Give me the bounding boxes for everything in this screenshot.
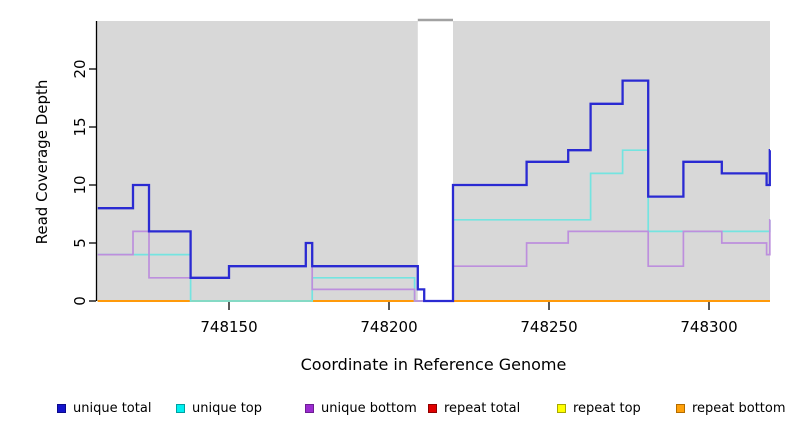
legend-label: unique top: [192, 400, 263, 416]
x-tick-label: 748200: [360, 318, 417, 336]
legend-label: unique total: [73, 400, 152, 416]
legend-item-repeat-total: repeat total: [428, 398, 520, 418]
y-tick-label: 20: [71, 59, 89, 78]
legend-label: repeat top: [573, 400, 641, 416]
x-tick-label: 748150: [200, 318, 257, 336]
series-unique-top: [97, 149, 771, 302]
legend-swatch-icon: [305, 403, 314, 413]
x-axis-title: Coordinate in Reference Genome: [300, 355, 567, 374]
y-tick-label: 10: [71, 175, 89, 194]
legend-swatch-icon: [57, 403, 66, 413]
legend-item-repeat-bottom: repeat bottom: [676, 398, 786, 418]
legend-item-repeat-top: repeat top: [557, 398, 641, 418]
y-tick-label: 0: [71, 296, 89, 306]
series-unique-total: [97, 79, 771, 303]
legend-swatch-icon: [676, 403, 685, 413]
legend-label: unique bottom: [321, 400, 417, 416]
y-tick-label: 5: [71, 238, 89, 248]
x-tick-label: 748300: [680, 318, 737, 336]
legend-item-unique-total: unique total: [57, 398, 151, 418]
legend-label: repeat bottom: [692, 400, 786, 416]
plot-background-left: [97, 21, 418, 301]
legend-item-unique-top: unique top: [176, 398, 262, 418]
legend-swatch-icon: [176, 403, 185, 413]
x-tick-label: 748250: [520, 318, 577, 336]
legend-label: repeat total: [444, 400, 521, 416]
y-axis-title: Read Coverage Depth: [33, 79, 51, 245]
legend-item-unique-bottom: unique bottom: [305, 398, 417, 418]
legend: unique total unique top unique bottom repea…: [0, 398, 792, 424]
legend-swatch-icon: [557, 403, 566, 413]
y-tick-label: 15: [71, 117, 89, 136]
legend-swatch-icon: [428, 403, 437, 413]
